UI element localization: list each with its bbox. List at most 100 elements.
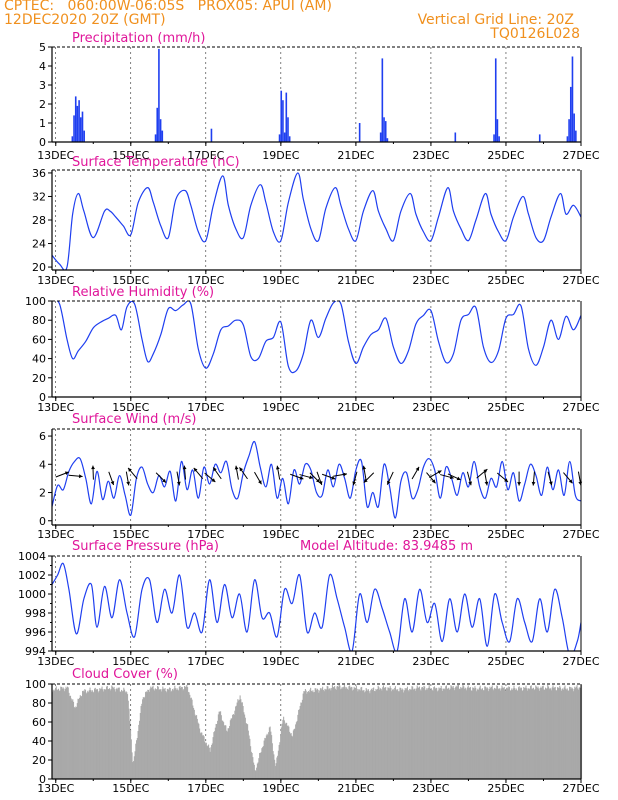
cloud-bar [530,685,532,779]
x-tick-label: 21DEC [337,655,374,668]
cloud-bar [137,731,139,779]
cloud-bar [225,725,227,779]
cloud-bar [79,697,81,779]
cloud-bar [160,691,162,779]
cloud-bar [445,685,447,779]
cloud-bar [73,706,75,779]
cloud-bar [120,691,122,779]
cloud-bar [99,688,101,779]
y-tick-label: 32 [32,190,46,203]
cloud-bar [151,686,153,779]
cloud-bar [130,739,132,779]
cloud-bar [283,720,285,779]
cloud-bar [171,690,173,779]
x-tick-label: 21DEC [337,274,374,287]
cloud-bar [100,688,102,779]
cloud-bar [272,751,274,779]
cloud-bar [374,691,376,779]
cloud-bar [351,687,353,779]
wind-arrow [204,472,216,483]
cloud-bar [227,728,229,779]
cloud-bar [499,690,502,779]
model-code: TQ0126L028 [490,26,580,42]
cloud-bar [463,688,465,779]
x-tick-label: 21DEC [337,401,374,414]
cloud-bar [579,687,581,779]
x-tick-label: 25DEC [487,401,524,414]
cloud-bar [152,685,154,779]
x-tick-label: 17DEC [187,782,224,795]
cloud-bar [305,690,307,779]
cloud-bar [525,685,527,779]
wind-arrow [299,474,314,480]
y-tick-label: 36 [32,167,46,180]
cloud-bar [430,688,432,779]
cloud-bar [106,686,108,779]
y-tick-label: 1000 [18,588,46,601]
cloud-bar [75,706,77,779]
x-tick-label: 15DEC [112,655,149,668]
cloud-bar [343,686,345,779]
cloud-bar [114,689,116,779]
cloud-bar [492,688,494,779]
cloud-bar [571,687,573,779]
cloud-bar [388,687,390,779]
cloud-bar [69,696,71,779]
cloud-bar [497,689,499,779]
precip-bar [154,134,157,142]
precip-bar [571,56,574,142]
cloud-bar [424,690,426,779]
cloud-bar [270,731,272,779]
wind-arrow [484,471,489,486]
cloud-bar [262,746,264,779]
cloud-bar [140,705,142,779]
cloud-bar [340,688,342,779]
cloud-bar [247,730,249,779]
panel-temp: Surface Temperature (nC) 13DEC 15DEC 17DEC 1… [32,155,600,287]
cloud-bar [80,696,82,779]
cloud-bar [64,688,66,779]
cloud-bar [303,691,305,779]
cloud-bar [203,736,205,779]
cloud-bar [180,687,182,779]
cloud-bar [510,690,512,779]
cloud-bar [371,689,373,779]
wind-arrow [108,471,115,486]
cloud-bar [379,688,381,779]
x-tick-label: 17DEC [187,528,224,541]
x-tick-label: 27DEC [562,149,599,162]
cloud-bar [235,705,237,779]
cloud-bar [427,689,429,779]
cloud-bar [82,691,84,779]
cloud-bar [290,733,292,779]
cloud-bar [214,731,216,779]
cloud-bar [124,689,126,779]
cloud-bar [326,685,328,779]
cloud-bar [377,685,379,779]
cloud-bar [292,736,294,779]
cloud-bar [509,690,511,779]
cloud-bar [567,690,569,779]
cloud-bar [454,687,456,779]
cloud-bar [211,744,213,779]
cloud-bar [436,691,438,779]
cloud-bar [237,699,239,779]
cloud-bar [483,690,485,779]
cloud-bar [500,688,502,779]
wind-arrow [290,473,304,480]
cloud-bar [416,685,418,779]
cloud-bar [450,685,452,779]
cloud-bar [248,735,250,779]
cloud-bar [89,687,91,779]
cloud-bar [304,688,306,779]
cloud-bar [223,725,225,779]
x-tick-label: 19DEC [262,149,299,162]
cloud-bar [367,689,369,779]
cloud-bar [88,690,90,779]
cloud-bar [555,690,557,779]
cloud-bar [245,722,247,779]
cloud-bar [163,688,165,779]
cloud-bar [343,684,345,779]
cloud-bar [406,686,408,779]
cloud-bar [562,688,564,779]
